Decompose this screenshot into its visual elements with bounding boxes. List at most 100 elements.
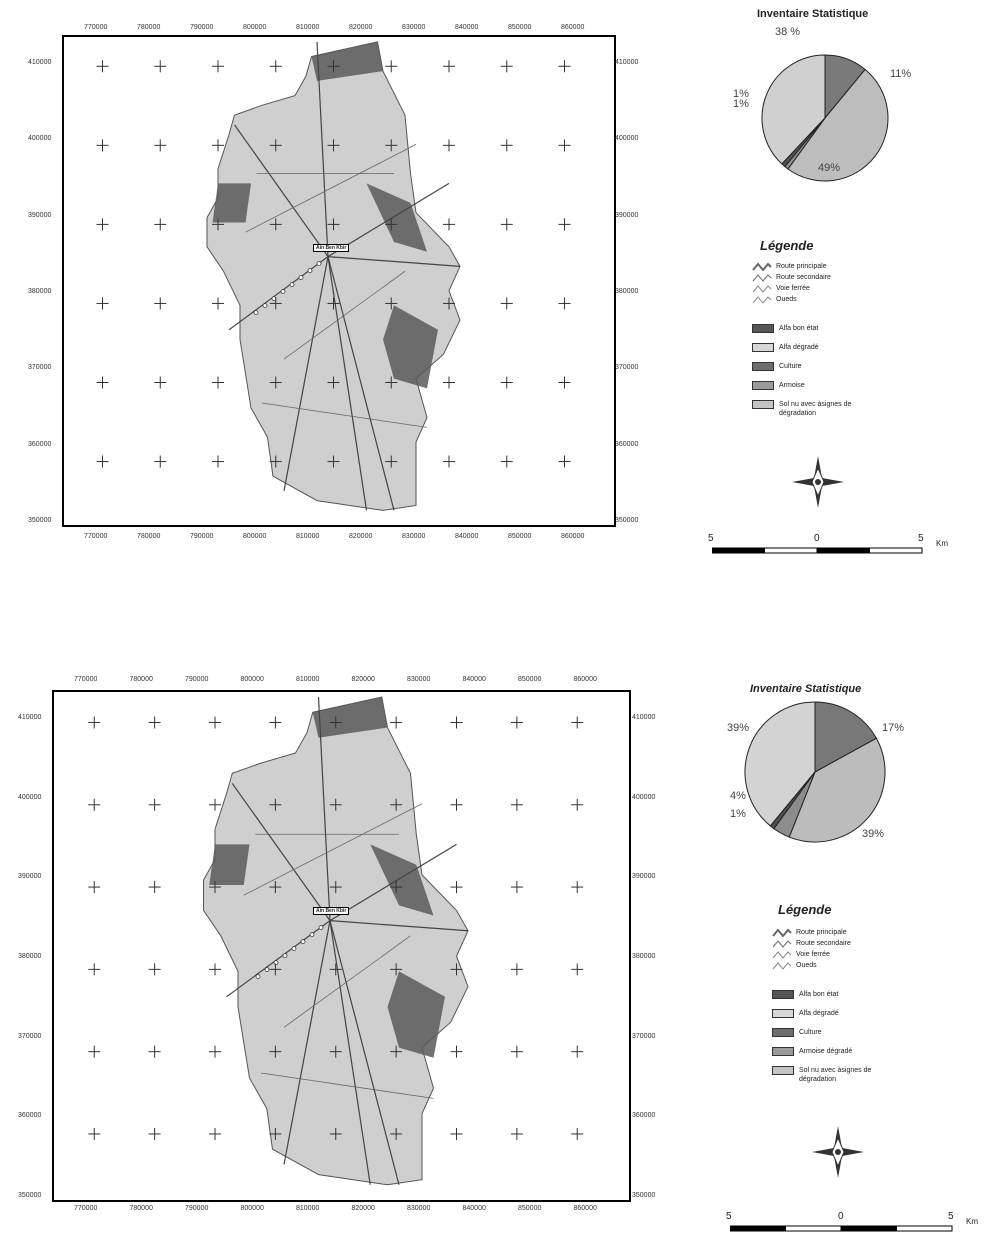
x-tick-top-label: 830000 xyxy=(407,676,431,683)
y-tick-right-label: 380000 xyxy=(632,953,656,960)
scale-label-mid: 0 xyxy=(814,533,820,544)
legend-line-symbol xyxy=(772,940,792,948)
y-tick-right-label: 350000 xyxy=(632,1192,656,1199)
pie-slice xyxy=(769,771,816,830)
x-tick-bottom-label: 780000 xyxy=(137,533,161,540)
pie-slice xyxy=(814,701,878,773)
legend-line-item: Oueds xyxy=(772,961,817,970)
x-tick-top-label: 840000 xyxy=(455,24,479,31)
legend-area-label: Armoise dégradé xyxy=(799,1048,853,1055)
legend-title: Légende xyxy=(778,902,832,917)
legend-area-item: Culture xyxy=(752,362,864,371)
legend-area-label: Alfa bon état xyxy=(779,325,819,332)
statistics-title: Inventaire Statistique xyxy=(750,683,862,695)
road-line xyxy=(329,920,371,1185)
legend-area-item: Alfa bon état xyxy=(752,324,864,333)
legend-line-item: Route secondaire xyxy=(752,273,831,282)
legend-area-label: Sol nu avec àsignes de dégradation xyxy=(799,1067,872,1083)
x-tick-top-label: 790000 xyxy=(185,676,209,683)
legend-swatch xyxy=(752,324,774,333)
north-arrow-icon xyxy=(792,456,844,508)
map-frame xyxy=(52,690,631,1202)
legend-line-stroke xyxy=(772,962,792,970)
y-tick-left-label: 360000 xyxy=(18,1112,42,1120)
railway-dot xyxy=(309,932,315,938)
legend-area-item: Alfa bon état xyxy=(772,990,884,999)
legend-swatch xyxy=(752,381,774,390)
x-tick-bottom-label: 780000 xyxy=(129,1205,153,1212)
road-line xyxy=(234,124,329,257)
scale-segment xyxy=(785,1225,842,1232)
scale-segment xyxy=(730,1225,786,1232)
y-tick-left-label: 350000 xyxy=(18,1192,42,1199)
road-line xyxy=(329,843,457,922)
legend-line-stroke xyxy=(772,951,792,959)
legend-line-item: Voie ferrée xyxy=(772,950,830,959)
legend-line-stroke xyxy=(772,928,792,937)
scale-label-left: 5 xyxy=(726,1211,732,1222)
legend-area-item: Sol nu avec àsignes de dégradation xyxy=(752,400,864,418)
railway-dot xyxy=(318,925,324,931)
compass-dot-icon xyxy=(835,1149,841,1155)
legend-line-symbol xyxy=(772,951,792,959)
x-tick-bottom-label: 850000 xyxy=(518,1205,542,1212)
alfa-good-zone xyxy=(212,183,251,223)
legend-line-stroke xyxy=(772,940,792,948)
y-tick-right-label: 390000 xyxy=(615,211,639,219)
road-line xyxy=(327,256,368,511)
x-tick-bottom-label: 840000 xyxy=(462,1205,486,1212)
legend-line-label: Route secondaire xyxy=(776,274,831,281)
railway-dot xyxy=(307,268,313,274)
y-tick-left-label: 390000 xyxy=(28,211,52,219)
scale-bar xyxy=(730,1225,953,1232)
legend-line-stroke xyxy=(752,262,772,271)
wadi-line xyxy=(245,144,417,233)
legend-swatch xyxy=(772,1066,794,1075)
y-tick-right-label: 380000 xyxy=(615,288,639,295)
pie-percent-label: 39% xyxy=(727,722,750,734)
alfa-good-zone xyxy=(311,41,383,81)
pie-percent-label: 1% xyxy=(730,808,746,820)
alfa-good-zone xyxy=(209,844,250,886)
map-frame xyxy=(62,35,616,527)
railway-dot xyxy=(282,953,288,959)
statistics-title: Inventaire Statistique xyxy=(757,8,869,20)
legend-line-item: Voie ferrée xyxy=(752,284,810,293)
legend-line-symbol xyxy=(772,962,792,970)
scale-label-left: 5 xyxy=(708,533,714,544)
railway-dot xyxy=(264,967,270,973)
scale-segment xyxy=(869,547,923,554)
alfa-good-zone xyxy=(370,844,434,916)
x-tick-top-label: 830000 xyxy=(402,24,426,31)
pie-percent-label: 39% xyxy=(862,828,885,840)
x-tick-top-label: 860000 xyxy=(561,24,585,31)
pie-slice xyxy=(773,771,816,838)
pie-percent-label: 4% xyxy=(730,790,746,802)
y-tick-left-label: 350000 xyxy=(28,517,52,524)
legend-line-item: Route principale xyxy=(752,262,827,271)
legend-area-label: Alfa dégradé xyxy=(799,1010,839,1017)
y-tick-left-label: 380000 xyxy=(18,953,42,960)
wadi-line xyxy=(260,1072,434,1099)
x-tick-top-label: 800000 xyxy=(243,24,267,31)
road-line xyxy=(327,256,461,267)
legend-area-label: Armoise xyxy=(779,382,805,389)
wadi-line xyxy=(283,935,411,1028)
x-tick-bottom-label: 810000 xyxy=(296,533,320,540)
legend-line-label: Route secondaire xyxy=(796,940,851,947)
road-line xyxy=(283,256,329,491)
map-canvas xyxy=(88,696,584,1186)
x-tick-bottom-label: 800000 xyxy=(243,533,267,540)
legend-line-label: Voie ferrée xyxy=(776,285,810,292)
x-tick-top-label: 790000 xyxy=(190,24,214,31)
pie-percent-label: 49% xyxy=(818,162,841,174)
y-tick-right-label: 350000 xyxy=(615,517,639,524)
legend-area-label: Sol nu avec àsignes de dégradation xyxy=(779,401,852,417)
scale-bar xyxy=(712,547,923,554)
x-tick-top-label: 810000 xyxy=(296,24,320,31)
y-tick-left-label: 410000 xyxy=(18,714,42,721)
legend-title: Légende xyxy=(760,238,814,253)
legend-line-label: Voie ferrée xyxy=(796,951,830,958)
x-tick-top-label: 780000 xyxy=(129,676,153,683)
